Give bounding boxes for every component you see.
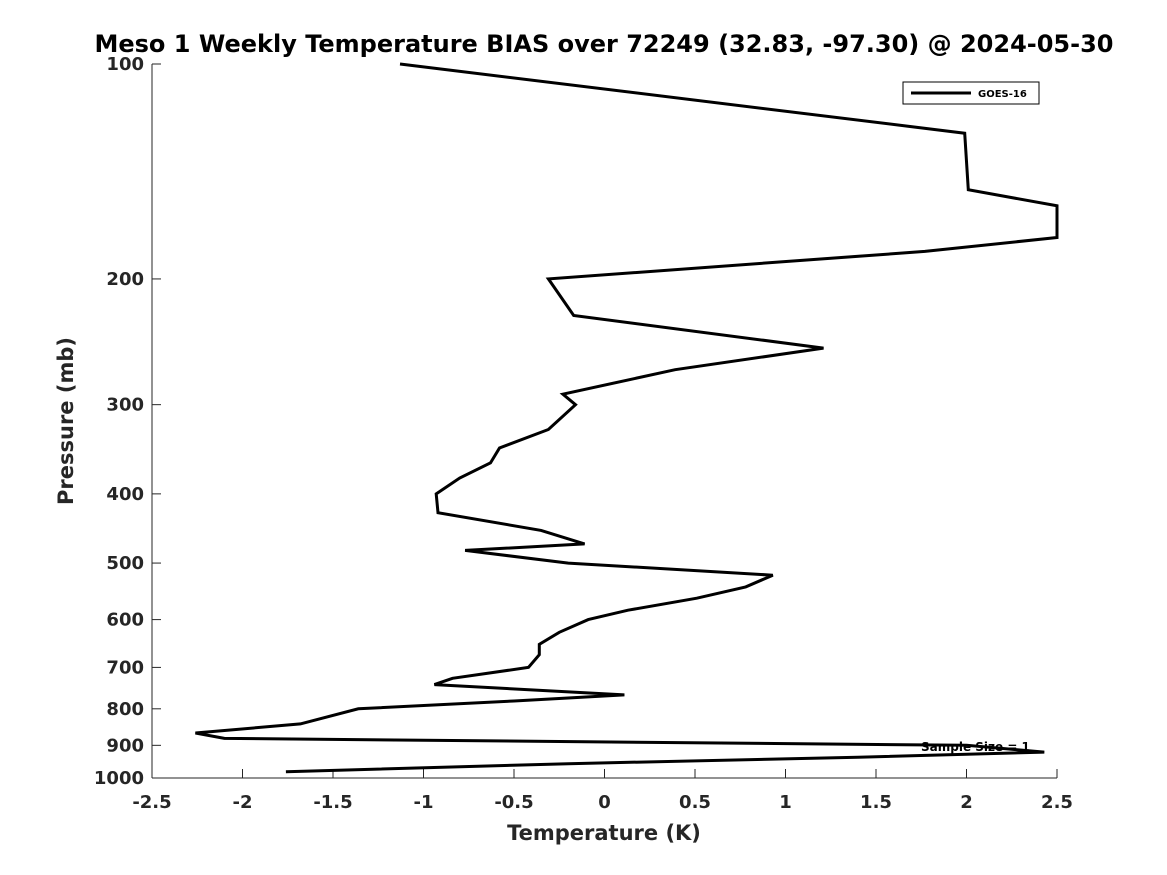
y-tick-label: 500 bbox=[106, 553, 144, 574]
x-axis-label: Temperature (K) bbox=[507, 821, 701, 845]
legend: GOES-16 bbox=[902, 81, 1040, 105]
x-axis-ticks: -2.5 -2 -1.5 -1 -0.5 0 0.5 1 1.5 2 2.5 bbox=[132, 769, 1073, 813]
x-tick-label: 1 bbox=[779, 792, 792, 813]
series-layer bbox=[195, 62, 1059, 774]
x-tick-label: -2 bbox=[233, 792, 253, 813]
legend-label-goes-16: GOES-16 bbox=[978, 89, 1027, 100]
x-tick-label: 1.5 bbox=[860, 792, 892, 813]
y-axis-label: Pressure (mb) bbox=[54, 337, 78, 505]
y-tick-label: 200 bbox=[106, 269, 144, 290]
x-tick-label: 2.5 bbox=[1041, 792, 1073, 813]
x-tick-label: -2.5 bbox=[132, 792, 171, 813]
y-tick-label: 900 bbox=[106, 735, 144, 756]
y-tick-label: 100 bbox=[106, 54, 144, 75]
chart-title: Meso 1 Weekly Temperature BIAS over 7224… bbox=[94, 30, 1113, 58]
y-axis-ticks: 100 200 300 400 500 600 700 800 900 1000 bbox=[94, 54, 161, 789]
series-line-goes-16 bbox=[195, 62, 1059, 774]
x-tick-label: 0.5 bbox=[679, 792, 711, 813]
y-tick-label: 1000 bbox=[94, 768, 144, 789]
x-tick-label: -0.5 bbox=[494, 792, 533, 813]
plot-area bbox=[151, 64, 1057, 779]
x-tick-label: -1 bbox=[414, 792, 434, 813]
y-tick-label: 600 bbox=[106, 610, 144, 631]
y-tick-label: 700 bbox=[106, 657, 144, 678]
x-tick-label: 0 bbox=[598, 792, 611, 813]
y-tick-label: 400 bbox=[106, 484, 144, 505]
y-tick-label: 300 bbox=[106, 395, 144, 416]
x-tick-label: -1.5 bbox=[313, 792, 352, 813]
sample-size-annotation: Sample Size = 1 bbox=[921, 740, 1030, 754]
y-tick-label: 800 bbox=[106, 699, 144, 720]
x-tick-label: 2 bbox=[960, 792, 973, 813]
